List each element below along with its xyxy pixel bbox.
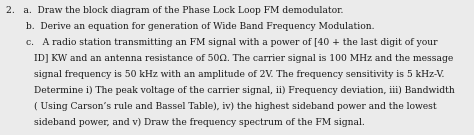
Text: ID] KW and an antenna resistance of 50Ω. The carrier signal is 100 MHz and the m: ID] KW and an antenna resistance of 50Ω.… — [34, 54, 453, 63]
Text: sideband power, and v) Draw the frequency spectrum of the FM signal.: sideband power, and v) Draw the frequenc… — [34, 118, 365, 127]
Text: c.   A radio station transmitting an FM signal with a power of [40 + the last di: c. A radio station transmitting an FM si… — [26, 38, 438, 47]
Text: Determine i) The peak voltage of the carrier signal, ii) Frequency deviation, ii: Determine i) The peak voltage of the car… — [34, 86, 455, 95]
Text: ( Using Carson’s rule and Bassel Table), iv) the highest sideband power and the : ( Using Carson’s rule and Bassel Table),… — [34, 102, 437, 111]
Text: 2.   a.  Draw the block diagram of the Phase Lock Loop FM demodulator.: 2. a. Draw the block diagram of the Phas… — [6, 6, 343, 15]
Text: b.  Derive an equation for generation of Wide Band Frequency Modulation.: b. Derive an equation for generation of … — [26, 22, 374, 31]
Text: signal frequency is 50 kHz with an amplitude of 2V. The frequency sensitivity is: signal frequency is 50 kHz with an ampli… — [34, 70, 445, 79]
